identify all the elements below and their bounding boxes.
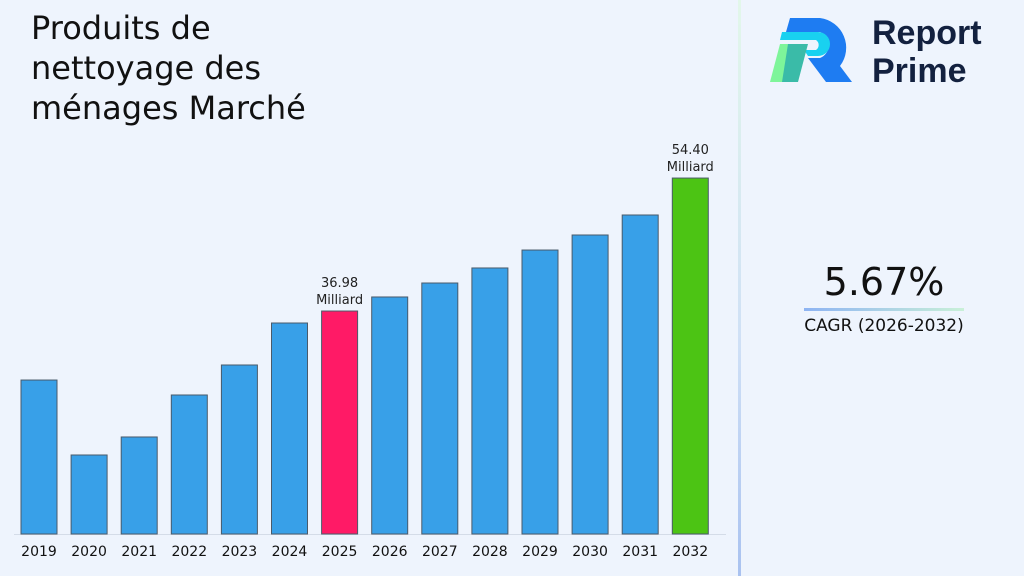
- cagr-value: 5.67%: [823, 260, 945, 304]
- x-tick-label: 2020: [71, 544, 107, 560]
- cagr-label: CAGR (2026-2032): [804, 316, 964, 336]
- bar-2020: [70, 454, 108, 535]
- x-tick-label: 2025: [322, 544, 358, 560]
- x-tick-label: 2021: [121, 544, 157, 560]
- x-tick-label: 2029: [522, 544, 558, 560]
- bar-2026: [371, 296, 409, 535]
- x-tick-label: 2023: [222, 544, 258, 560]
- x-tick-label: 2022: [171, 544, 207, 560]
- bar-2032: [671, 177, 709, 535]
- report-prime-logo: [770, 18, 852, 82]
- x-tick-label: 2031: [622, 544, 658, 560]
- data-label-value: 36.98: [321, 276, 358, 291]
- bar-2028: [471, 267, 509, 535]
- bar-2019: [20, 379, 58, 535]
- x-tick-label: 2030: [572, 544, 608, 560]
- data-label-unit: Milliard: [316, 293, 363, 308]
- bar-2022: [170, 394, 208, 535]
- bar-2021: [120, 436, 158, 535]
- x-tick-label: 2026: [372, 544, 408, 560]
- data-label-value: 54.40: [672, 143, 709, 158]
- bar-2024: [271, 322, 308, 535]
- bar-2031: [621, 214, 659, 535]
- x-tick-label: 2028: [472, 544, 508, 560]
- bar-2025: [321, 310, 359, 535]
- brand-name: Report Prime: [872, 14, 982, 90]
- x-tick-label: 2027: [422, 544, 458, 560]
- bar-2023: [220, 364, 258, 535]
- chart-title: Produits de nettoyage des ménages Marché: [31, 9, 306, 127]
- brand-line2: Prime: [872, 52, 967, 90]
- bar-chart: 2019 2020 2021 2022 2023 2024 2025 2026 2027 2028…: [14, 143, 726, 560]
- data-label-unit: Milliard: [667, 160, 714, 175]
- x-tick-label: 2024: [272, 544, 308, 560]
- divider: [738, 0, 741, 576]
- cagr-underline: [804, 308, 964, 311]
- bar-2027: [421, 282, 459, 535]
- x-tick-label: 2032: [672, 544, 708, 560]
- brand-line1: Report: [872, 14, 982, 52]
- bar-2030: [571, 234, 609, 535]
- bar-2029: [521, 249, 559, 535]
- x-tick-label: 2019: [21, 544, 57, 560]
